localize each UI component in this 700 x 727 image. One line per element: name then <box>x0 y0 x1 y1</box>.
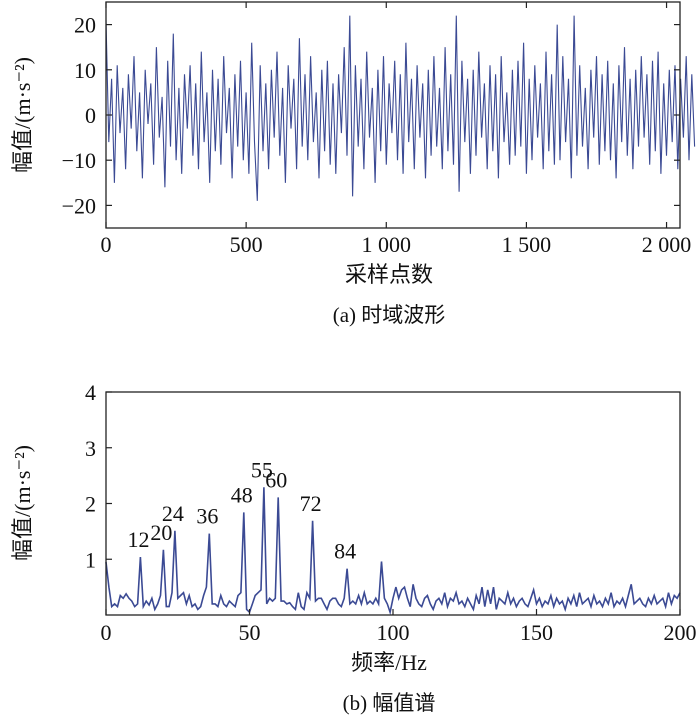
x-tick-label: 2 000 <box>642 232 692 257</box>
y-tick-label: 0 <box>85 103 96 128</box>
peak-label: 36 <box>196 504 218 529</box>
series-line <box>105 15 696 201</box>
x-tick-label: 0 <box>101 620 112 645</box>
chart-panel-a: 0 500 1 000 1 500 2 000 20 10 0 −10 −20 采样点数 (a) 时域… <box>10 1 696 327</box>
y-tick-label: −10 <box>62 148 96 173</box>
chart-caption: (a) 时域波形 <box>333 303 446 327</box>
x-tick-label: 100 <box>377 620 410 645</box>
y-axis-label: 幅值/(m·s⁻²) <box>10 57 35 173</box>
y-tick-label: 10 <box>74 58 96 83</box>
peak-label: 72 <box>300 491 322 516</box>
chart-caption: (b) 幅值谱 <box>343 691 436 715</box>
chart-panel-b: 0 50 100 150 200 4 3 2 1 频率/Hz (b) 幅值谱 幅值/(m·s⁻²) 12… <box>10 380 697 715</box>
y-tick-label: 2 <box>85 492 96 517</box>
peak-label: 20 <box>150 520 172 545</box>
x-tick-label: 500 <box>230 232 263 257</box>
x-tick-label: 150 <box>520 620 553 645</box>
peak-label: 48 <box>231 482 253 507</box>
y-axis-label: 幅值/(m·s⁻²) <box>10 445 35 561</box>
y-tick-label: 3 <box>85 436 96 461</box>
y-tick-label: −20 <box>62 193 96 218</box>
x-axis-label: 频率/Hz <box>351 650 427 675</box>
y-tick-label: 4 <box>85 380 96 405</box>
peak-label: 24 <box>162 501 184 526</box>
x-tick-label: 50 <box>239 620 261 645</box>
plot-frame <box>105 391 681 616</box>
x-tick-label: 1 500 <box>502 232 552 257</box>
x-tick-label: 0 <box>101 232 112 257</box>
peak-label: 55 <box>251 457 273 482</box>
peak-label: 12 <box>127 527 149 552</box>
y-tick-label: 1 <box>85 547 96 572</box>
x-axis-label: 采样点数 <box>345 262 433 287</box>
y-tick-label: 20 <box>74 13 96 38</box>
x-tick-label: 1 000 <box>362 232 412 257</box>
peak-label: 60 <box>265 467 287 492</box>
series-line <box>105 487 681 616</box>
x-tick-label: 200 <box>664 620 697 645</box>
peak-label: 84 <box>334 539 356 564</box>
